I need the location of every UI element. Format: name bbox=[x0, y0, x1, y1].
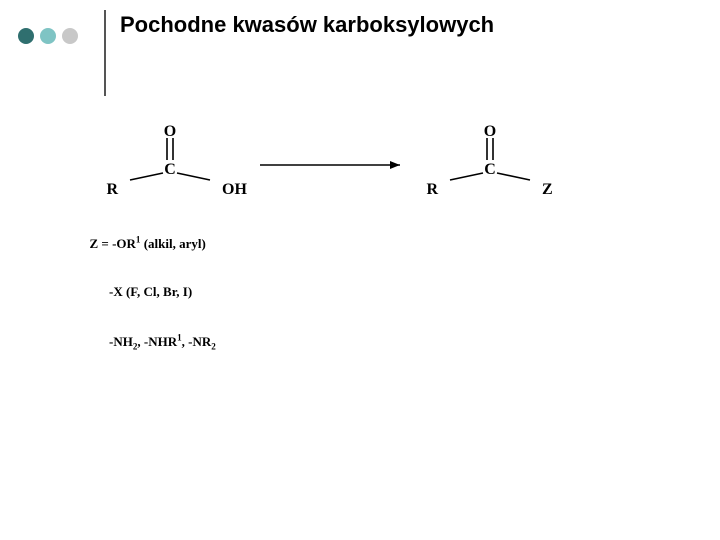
bullet-2 bbox=[40, 28, 56, 44]
svg-text:R: R bbox=[426, 181, 438, 198]
svg-text:O: O bbox=[484, 123, 496, 140]
title-divider bbox=[104, 10, 106, 96]
reactant-structure: O C R OH bbox=[100, 120, 260, 210]
svg-text:Z: Z bbox=[542, 181, 553, 198]
svg-text:R: R bbox=[106, 181, 118, 198]
svg-text:O: O bbox=[164, 123, 176, 140]
bullet-1 bbox=[18, 28, 34, 44]
z-legend: Z = -OR1 (alkil, aryl) -X (F, Cl, Br, I)… bbox=[70, 218, 216, 370]
title-bullets bbox=[18, 28, 78, 44]
legend-line-3: -NH2, -NHR1, -NR2 bbox=[70, 317, 216, 370]
svg-text:C: C bbox=[164, 161, 176, 178]
legend-line-1: Z = -OR1 (alkil, aryl) bbox=[70, 218, 216, 268]
page-title: Pochodne kwasów karboksylowych bbox=[120, 12, 494, 38]
bullet-3 bbox=[62, 28, 78, 44]
reaction-arrow bbox=[255, 155, 415, 175]
svg-text:OH: OH bbox=[222, 181, 247, 198]
product-structure: O C R Z bbox=[420, 120, 580, 210]
svg-text:C: C bbox=[484, 161, 496, 178]
legend-line-2: -X (F, Cl, Br, I) bbox=[70, 268, 216, 317]
